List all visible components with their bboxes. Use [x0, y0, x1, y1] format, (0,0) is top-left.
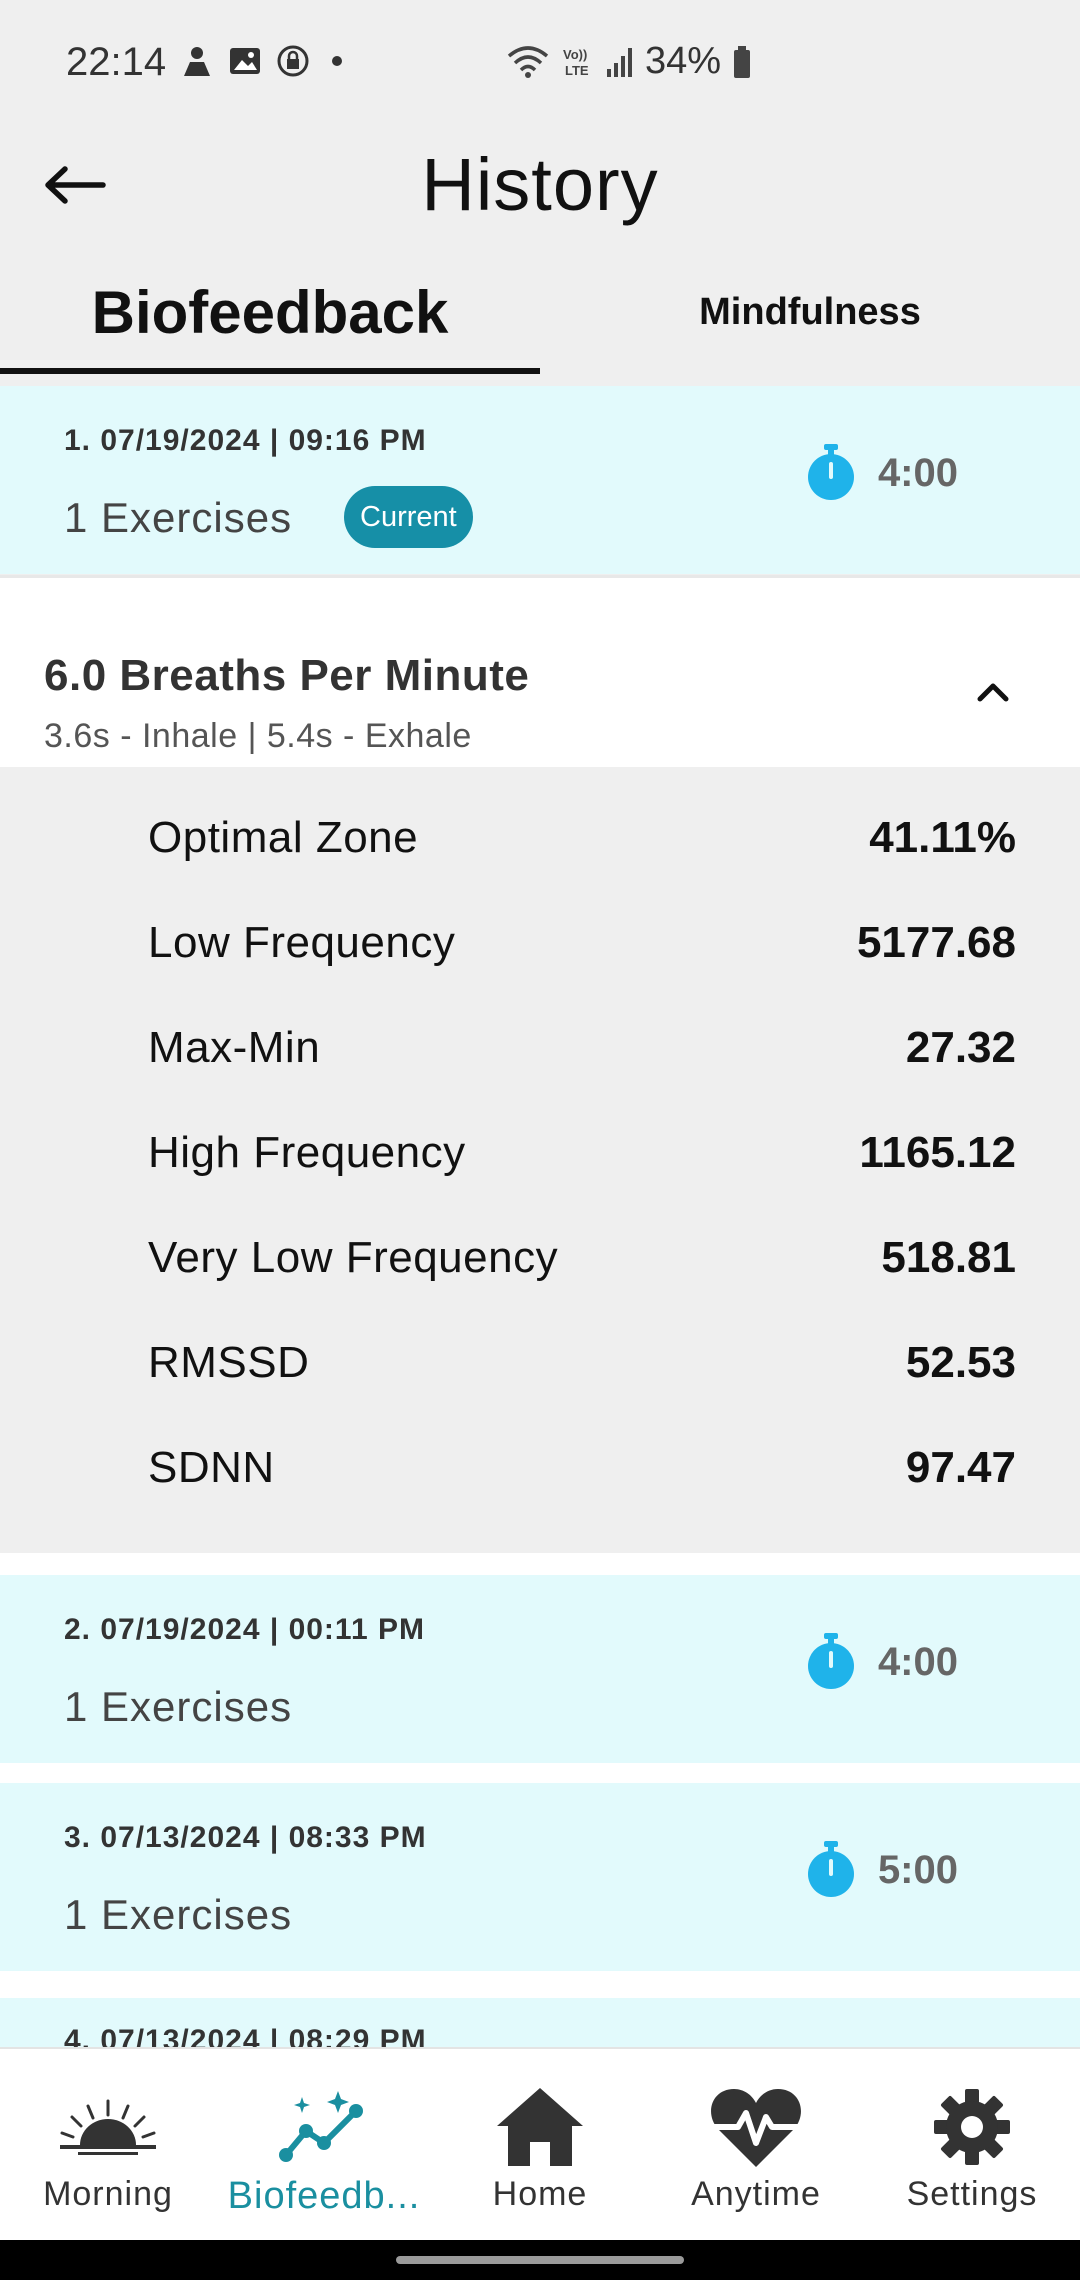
- wifi-icon: [507, 45, 549, 78]
- chevron-up-icon: [977, 683, 1009, 702]
- metric-row: Optimal Zone 41.11%: [148, 808, 1016, 868]
- metric-row: High Frequency 1165.12: [148, 1123, 1016, 1183]
- volte-icon: Vo)) LTE: [563, 47, 589, 78]
- person-notification-icon: [184, 47, 210, 76]
- metric-row: RMSSD 52.53: [148, 1333, 1016, 1393]
- divider: [0, 1553, 1080, 1575]
- metric-value: 518.81: [881, 1233, 1016, 1282]
- metric-label: Optimal Zone: [148, 813, 419, 862]
- metric-row: SDNN 97.47: [148, 1438, 1016, 1498]
- sparkle-chart-icon: [279, 2091, 363, 2162]
- system-gesture-bar: [0, 2240, 1080, 2280]
- metric-value: 1165.12: [859, 1128, 1016, 1177]
- svg-text:LTE: LTE: [565, 63, 589, 78]
- notification-icons: [180, 44, 342, 78]
- status-time: 22:14: [66, 40, 167, 84]
- active-tab-indicator: [0, 368, 540, 374]
- nav-home[interactable]: Home: [432, 2049, 648, 2242]
- sunrise-icon: [60, 2099, 156, 2155]
- divider: [0, 1971, 1080, 1998]
- nav-label: Biofeedb...: [227, 2175, 421, 2217]
- battery-icon: [734, 45, 751, 78]
- current-badge: Current: [344, 486, 473, 548]
- nav-label: Anytime: [691, 2175, 821, 2213]
- divider: [0, 575, 1080, 599]
- app-header: History: [0, 130, 1080, 240]
- session-card[interactable]: 4. 07/13/2024 | 08:29 PM: [0, 1998, 1080, 2048]
- session-card[interactable]: 1. 07/19/2024 | 09:16 PM 1 Exercises Cur…: [0, 386, 1080, 574]
- session-date: 1. 07/19/2024 | 09:16 PM: [64, 424, 427, 457]
- session-exercise-count: 1 Exercises: [64, 1891, 293, 1938]
- stopwatch-icon: [807, 1633, 854, 1689]
- svg-text:Vo)): Vo)): [563, 47, 587, 62]
- duration-text: 5:00: [877, 1847, 958, 1892]
- battery-percentage: 34%: [645, 40, 722, 82]
- gear-icon: [934, 2089, 1010, 2165]
- tab-biofeedback[interactable]: Biofeedback: [91, 279, 449, 346]
- duration-text: 4:00: [877, 450, 958, 495]
- metric-label: SDNN: [148, 1443, 275, 1492]
- metric-label: High Frequency: [148, 1128, 466, 1177]
- image-notification-icon: [230, 48, 260, 74]
- session-duration: 5:00: [806, 1841, 958, 1899]
- more-notifications-dot: [332, 56, 342, 66]
- session-date: 2. 07/19/2024 | 00:11 PM: [64, 1613, 425, 1646]
- stopwatch-icon: [807, 444, 854, 500]
- home-icon: [497, 2088, 583, 2166]
- collapse-button[interactable]: [968, 667, 1018, 717]
- metric-value: 97.47: [905, 1443, 1016, 1492]
- heartbeat-icon: [711, 2089, 801, 2167]
- nav-label: Home: [492, 2175, 588, 2213]
- lock-notification-icon: [277, 45, 309, 77]
- nav-label: Morning: [43, 2175, 173, 2213]
- nav-morning[interactable]: Morning: [0, 2049, 216, 2242]
- tab-mindfulness[interactable]: Mindfulness: [699, 291, 921, 333]
- session-duration: 4:00: [806, 444, 958, 502]
- metric-label: Max-Min: [148, 1023, 321, 1072]
- tab-bar: Biofeedback Mindfulness: [0, 250, 1080, 375]
- metric-label: Very Low Frequency: [148, 1233, 559, 1282]
- session-date: 3. 07/13/2024 | 08:33 PM: [64, 1821, 427, 1854]
- session-duration: 4:00: [806, 1633, 958, 1691]
- metric-value: 52.53: [905, 1338, 1016, 1387]
- session-date: 4. 07/13/2024 | 08:29 PM: [64, 2024, 427, 2048]
- exercise-header[interactable]: 6.0 Breaths Per Minute 3.6s - Inhale | 5…: [0, 599, 1080, 767]
- nav-anytime[interactable]: Anytime: [648, 2049, 864, 2242]
- exercise-subtitle: 3.6s - Inhale | 5.4s - Exhale: [44, 717, 472, 755]
- session-card[interactable]: 3. 07/13/2024 | 08:33 PM 1 Exercises 5:0…: [0, 1783, 1080, 1971]
- metric-value: 5177.68: [856, 918, 1016, 967]
- session-exercise-count: 1 Exercises: [64, 1683, 293, 1730]
- metric-value: 41.11%: [869, 813, 1016, 862]
- divider: [0, 1763, 1080, 1783]
- home-gesture-handle[interactable]: [396, 2256, 684, 2264]
- stopwatch-icon: [807, 1841, 854, 1897]
- metric-value: 27.32: [905, 1023, 1016, 1072]
- page-title: History: [421, 143, 659, 226]
- signal-icon: [607, 47, 632, 77]
- metrics-panel: Optimal Zone 41.11% Low Frequency 5177.6…: [0, 767, 1080, 1553]
- nav-settings[interactable]: Settings: [864, 2049, 1080, 2242]
- exercise-title: 6.0 Breaths Per Minute: [44, 651, 530, 700]
- metric-row: Low Frequency 5177.68: [148, 913, 1016, 973]
- metric-label: Low Frequency: [148, 918, 456, 967]
- bottom-navigation: Morning Biofeedb... Home A: [0, 2047, 1080, 2240]
- duration-text: 4:00: [877, 1639, 958, 1684]
- metric-row: Max-Min 27.32: [148, 1018, 1016, 1078]
- arrow-left-icon: [45, 166, 106, 204]
- nav-biofeedback[interactable]: Biofeedb...: [216, 2049, 432, 2242]
- session-exercise-count: 1 Exercises: [64, 494, 293, 541]
- metric-label: RMSSD: [148, 1338, 310, 1387]
- metric-row: Very Low Frequency 518.81: [148, 1228, 1016, 1288]
- system-indicators: Vo)) LTE 34%: [505, 40, 753, 83]
- status-bar: 22:14 Vo)) LTE 34%: [0, 0, 1080, 130]
- back-button[interactable]: [40, 150, 110, 220]
- session-card[interactable]: 2. 07/19/2024 | 00:11 PM 1 Exercises 4:0…: [0, 1575, 1080, 1763]
- nav-label: Settings: [906, 2175, 1038, 2213]
